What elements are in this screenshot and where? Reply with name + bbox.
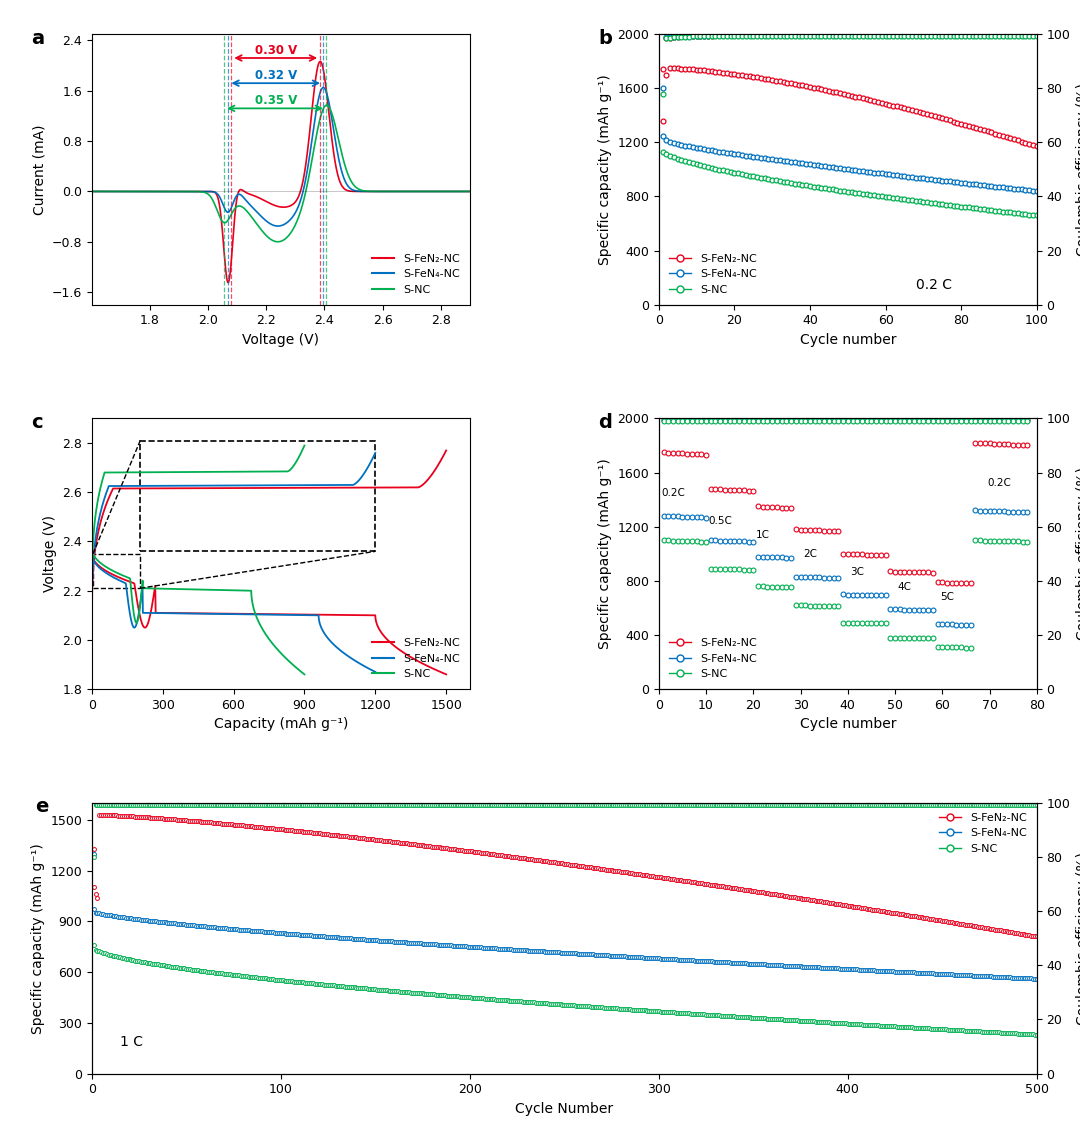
Y-axis label: Coulombic efficiency (%): Coulombic efficiency (%) <box>1076 467 1080 641</box>
Text: 2C: 2C <box>804 549 816 559</box>
Text: b: b <box>598 28 612 48</box>
X-axis label: Voltage (V): Voltage (V) <box>242 333 320 346</box>
Text: a: a <box>31 28 44 48</box>
Legend: S-FeN₂-NC, S-FeN₄-NC, S-NC: S-FeN₂-NC, S-FeN₄-NC, S-NC <box>664 634 761 684</box>
X-axis label: Cycle number: Cycle number <box>799 333 896 346</box>
X-axis label: Cycle number: Cycle number <box>799 718 896 732</box>
Text: 0.32 V: 0.32 V <box>255 69 298 82</box>
Text: 5C: 5C <box>940 592 954 602</box>
Bar <box>93 554 140 588</box>
Text: 0.5C: 0.5C <box>708 516 732 526</box>
Text: 0.2 C: 0.2 C <box>916 277 951 292</box>
Legend: S-FeN₂-NC, S-FeN₄-NC, S-NC: S-FeN₂-NC, S-FeN₄-NC, S-NC <box>664 249 761 299</box>
Y-axis label: Specific capacity (mAh g⁻¹): Specific capacity (mAh g⁻¹) <box>597 74 611 265</box>
Text: 0.30 V: 0.30 V <box>255 43 298 57</box>
Text: 1 C: 1 C <box>120 1035 144 1050</box>
X-axis label: Cycle Number: Cycle Number <box>515 1102 613 1116</box>
Y-axis label: Coulombic efficiency (%): Coulombic efficiency (%) <box>1076 83 1080 256</box>
Y-axis label: Specific capacity (mAh g⁻¹): Specific capacity (mAh g⁻¹) <box>30 843 44 1034</box>
Text: 0.2C: 0.2C <box>987 478 1011 488</box>
Legend: S-FeN₂-NC, S-FeN₄-NC, S-NC: S-FeN₂-NC, S-FeN₄-NC, S-NC <box>934 809 1031 859</box>
Legend: S-FeN₂-NC, S-FeN₄-NC, S-NC: S-FeN₂-NC, S-FeN₄-NC, S-NC <box>367 634 464 684</box>
Text: 3C: 3C <box>850 568 864 577</box>
Text: e: e <box>36 797 49 817</box>
Text: 0.2C: 0.2C <box>661 487 685 498</box>
Text: c: c <box>31 414 43 432</box>
Y-axis label: Current (mA): Current (mA) <box>32 124 46 215</box>
Text: 4C: 4C <box>897 583 912 592</box>
Legend: S-FeN₂-NC, S-FeN₄-NC, S-NC: S-FeN₂-NC, S-FeN₄-NC, S-NC <box>367 249 464 299</box>
Bar <box>140 441 376 551</box>
Y-axis label: Coulombic efficiency (%): Coulombic efficiency (%) <box>1076 852 1080 1025</box>
Text: 0.35 V: 0.35 V <box>255 94 298 107</box>
X-axis label: Capacity (mAh g⁻¹): Capacity (mAh g⁻¹) <box>214 718 348 732</box>
Text: d: d <box>598 414 612 432</box>
Y-axis label: Specific capacity (mAh g⁻¹): Specific capacity (mAh g⁻¹) <box>597 459 611 649</box>
Y-axis label: Voltage (V): Voltage (V) <box>42 516 56 592</box>
Text: 1C: 1C <box>756 529 770 540</box>
